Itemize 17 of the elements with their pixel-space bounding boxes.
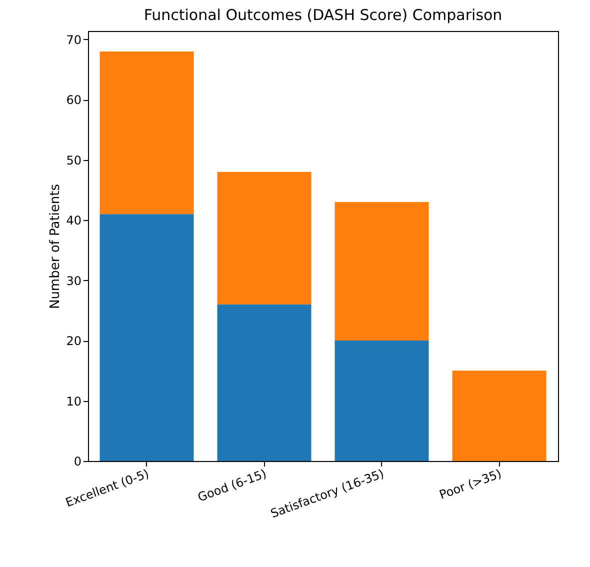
y-tick-label: 20 [66,334,82,348]
y-tick-label: 60 [66,93,82,108]
y-axis-title: Number of Patients [48,184,64,310]
bar [100,51,194,214]
bar [334,202,429,341]
y-tick-label: 70 [66,32,82,47]
bar [217,304,312,461]
bar [334,340,429,461]
y-tick-label: 30 [66,274,82,288]
chart-title: Functional Outcomes (DASH Score) Comparison [144,6,502,24]
bar [100,214,194,461]
y-tick-label: 10 [66,394,82,408]
y-tick-label: 40 [66,214,82,228]
bar [452,370,546,461]
y-tick-label: 0 [74,454,82,468]
y-tick-label: 50 [66,153,82,168]
bar [217,172,312,304]
